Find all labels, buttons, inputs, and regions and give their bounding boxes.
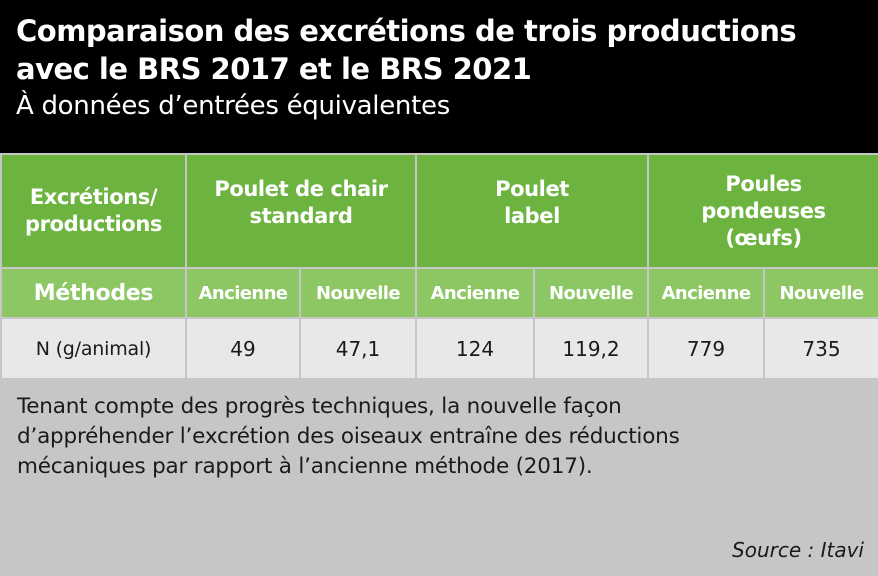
value-cell: 49 (185, 317, 301, 381)
value-cell: 47,1 (299, 317, 417, 381)
corner-label-line: productions (25, 212, 162, 236)
production-name-line: label (504, 204, 560, 228)
title-line-2: avec le BRS 2017 et le BRS 2021 (16, 52, 532, 86)
production-name-line: Poulet de chair (214, 177, 388, 201)
header: Comparaison des excrétions de trois prod… (0, 0, 878, 153)
footnote: Tenant compte des progrès techniques, la… (17, 394, 680, 479)
production-name-line: standard (249, 204, 353, 228)
value-cell: 119,2 (532, 317, 650, 381)
production-header-poulet-label: Poulet label (414, 153, 650, 269)
value-cell: 124 (415, 317, 535, 381)
row-label: N (g/animal) (0, 317, 187, 381)
method-cell: Nouvelle (532, 267, 650, 319)
table-header-row: Excrétions/ productions Poulet de chair … (0, 153, 878, 269)
method-cell: Ancienne (647, 267, 766, 319)
source-credit: Source : Itavi (732, 538, 864, 562)
production-name-line: Poulet (495, 177, 569, 201)
method-cell: Nouvelle (299, 267, 417, 319)
value-cell: 735 (763, 317, 878, 381)
title-line-1: Comparaison des excrétions de trois prod… (16, 14, 797, 48)
corner-header: Excrétions/ productions (0, 153, 187, 269)
method-cell: Ancienne (415, 267, 535, 319)
title: Comparaison des excrétions de trois prod… (16, 12, 864, 88)
production-name-line: pondeuses (701, 198, 826, 223)
production-header-poulet-standard: Poulet de chair standard (185, 153, 417, 269)
subtitle: À données d’entrées équivalentes (16, 91, 450, 121)
method-cell: Ancienne (185, 267, 301, 319)
methods-row: Méthodes Ancienne Nouvelle Ancienne Nouv… (0, 267, 878, 319)
method-cell: Nouvelle (763, 267, 878, 319)
corner-label-line: Excrétions/ (29, 185, 158, 209)
value-cell: 779 (647, 317, 766, 381)
production-name-line: (œufs) (725, 225, 802, 250)
table-row: N (g/animal) 49 47,1 124 119,2 779 735 (0, 317, 878, 381)
footer: Tenant compte des progrès techniques, la… (0, 378, 878, 576)
methods-label: Méthodes (0, 267, 187, 319)
production-name-line: Poules (725, 171, 802, 196)
excretion-table: Excrétions/ productions Poulet de chair … (0, 153, 878, 381)
production-header-poules-pondeuses: Poules pondeuses (œufs) (647, 153, 878, 269)
